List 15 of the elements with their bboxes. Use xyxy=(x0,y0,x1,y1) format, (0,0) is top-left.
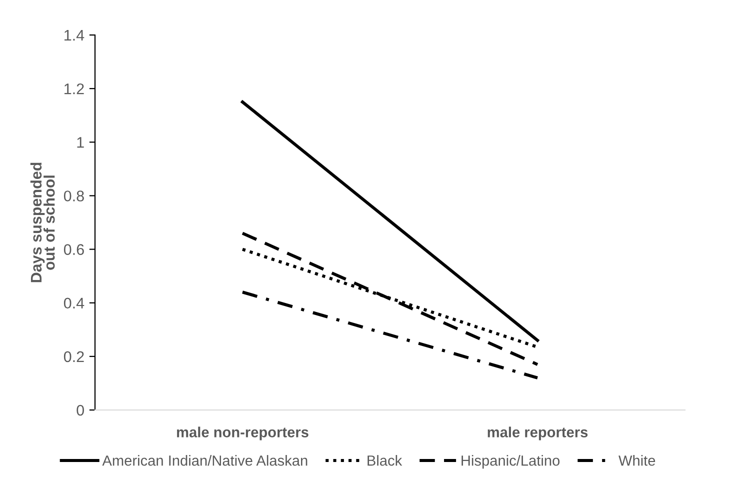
y-tick-label: 1 xyxy=(77,137,84,148)
y-tick-label: 0.6 xyxy=(64,244,84,255)
x-tick-label: male non-reporters xyxy=(177,426,308,440)
y-tick-label: 0.8 xyxy=(64,190,84,202)
y-tick-label: 0 xyxy=(76,404,84,416)
y-tick-label: 1.4 xyxy=(64,30,84,41)
y-axis-title: Days suspended out of school xyxy=(30,162,55,282)
y-tick-label: 1.2 xyxy=(64,83,84,94)
legend-label: Black xyxy=(368,455,402,466)
x-tick-label: male reporters xyxy=(488,426,588,440)
legend-label: American Indian/Native Alaskan xyxy=(102,455,308,466)
legend-label: Hispanic/Latino xyxy=(462,455,560,469)
legend-label: White xyxy=(618,455,656,466)
y-tick-label: 0.2 xyxy=(64,351,84,362)
y-tick-label: 0.4 xyxy=(64,298,84,309)
